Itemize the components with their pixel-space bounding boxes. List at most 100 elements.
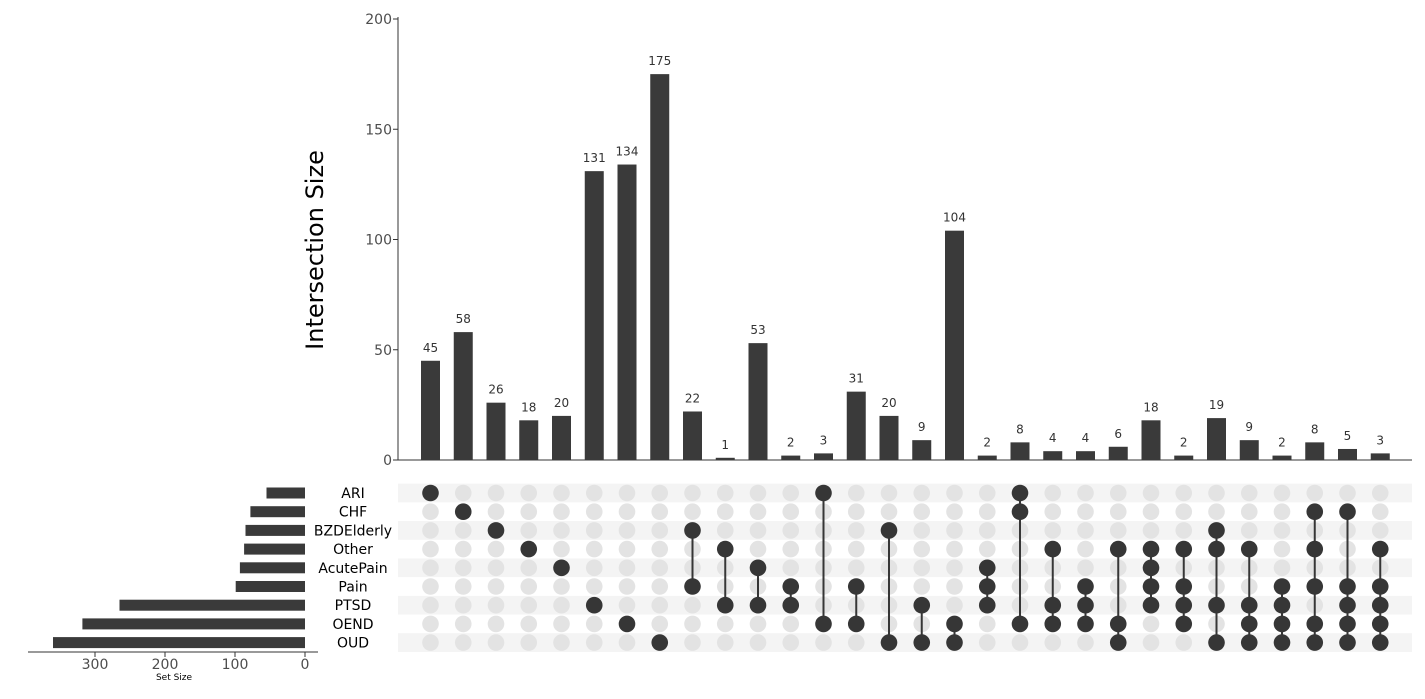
bar-value-label: 131 [583,151,606,165]
set-size-bar [244,543,305,555]
set-size-bar [53,637,305,649]
matrix-dot-inactive [618,559,636,577]
matrix-dot-active [454,503,472,520]
matrix-dot-inactive [1077,634,1094,651]
matrix-dot-active [1371,578,1389,595]
matrix-dot-inactive [1273,522,1291,539]
matrix-dot-inactive [946,596,963,614]
matrix-dot-inactive [487,540,505,558]
matrix-dot-inactive [422,522,439,539]
matrix-dot-inactive [1371,484,1389,502]
matrix-dot-inactive [1142,522,1160,539]
matrix-dot-inactive [1371,503,1389,520]
matrix-dot-active [1175,615,1193,633]
set-size-tick-label: 0 [301,657,310,673]
matrix-dot-active [1208,634,1225,651]
matrix-dot-inactive [454,522,472,539]
matrix-dot-inactive [684,484,701,502]
matrix-dot-inactive [422,559,439,577]
matrix-dot-active [487,522,505,539]
matrix-dot-active [1240,615,1258,633]
matrix-dot-inactive [553,503,570,520]
matrix-dot-active [1208,522,1225,539]
matrix-dot-active [1142,559,1160,577]
matrix-dot-inactive [487,503,505,520]
set-size-bars [53,487,306,649]
matrix-dot-inactive [946,503,963,520]
matrix-dot-inactive [553,522,570,539]
bar-value-label: 31 [849,372,864,386]
matrix-dot-inactive [585,540,603,558]
bar-value-label: 8 [1016,422,1024,436]
matrix-dot-inactive [716,503,734,520]
matrix-dot-inactive [1044,503,1062,520]
matrix-dot-inactive [1044,634,1062,651]
matrix-dot-active [716,596,734,614]
matrix-dot-inactive [454,540,472,558]
matrix-dot-inactive [880,484,898,502]
matrix-dot-active [1273,578,1291,595]
matrix-dot-inactive [1240,503,1258,520]
matrix-dot-active [1142,578,1160,595]
matrix-dot-active [782,596,800,614]
matrix-dot-active [1044,615,1062,633]
matrix-dot-active [1306,578,1324,595]
matrix-dot-active [913,596,931,614]
bar-value-label: 6 [1114,427,1122,441]
intersection-bar [650,74,670,460]
intersection-bar [879,415,899,460]
matrix-dot-inactive [422,540,439,558]
matrix-dot-inactive [847,522,865,539]
matrix-dot-active [716,540,734,558]
matrix-dot-inactive [422,615,439,633]
set-size-bar [245,524,305,536]
set-size-bar [235,581,305,592]
matrix-dot-inactive [618,596,636,614]
intersection-bar [1272,455,1292,460]
matrix-dot-inactive [946,578,963,595]
matrix-dot-active [1109,615,1127,633]
matrix-dot-active [782,578,800,595]
matrix-dot-active [1339,596,1356,614]
matrix-dot-inactive [782,559,800,577]
matrix-dot-inactive [487,615,505,633]
matrix-dot-inactive [651,484,669,502]
matrix-dot-active [978,559,996,577]
matrix-dot-inactive [618,522,636,539]
matrix-dot-inactive [1142,503,1160,520]
matrix-dot-inactive [487,634,505,651]
matrix-dot-inactive [782,503,800,520]
matrix-dot-inactive [946,559,963,577]
matrix-dot-active [1011,615,1029,633]
matrix-dot-inactive [618,484,636,502]
intersection-bar [519,420,539,460]
matrix-dot-active [1339,615,1356,633]
matrix-dot-inactive [1273,484,1291,502]
matrix-dot-inactive [454,634,472,651]
set-size-tick-label: 100 [222,657,249,673]
bar-value-label: 3 [1376,433,1384,447]
matrix-dot-active [1240,540,1258,558]
bar-value-label: 18 [521,400,536,414]
bar-value-label: 26 [488,383,503,397]
matrix-dot-inactive [946,540,963,558]
matrix-dot-active [1142,596,1160,614]
matrix-dot-inactive [716,615,734,633]
intersection-bar [1108,446,1128,460]
matrix-dot-inactive [1175,503,1193,520]
matrix-dot-inactive [684,615,701,633]
intersection-bar [846,391,866,460]
matrix-dot-active [1371,540,1389,558]
matrix-dot-inactive [749,484,767,502]
bar-value-label: 20 [554,396,569,410]
y-tick-label: 200 [365,12,392,28]
matrix-dot-inactive [684,596,701,614]
bar-value-label: 175 [648,54,671,68]
matrix-dot-inactive [978,484,996,502]
matrix-dot-active [1044,540,1062,558]
matrix-dot-inactive [454,615,472,633]
matrix-dot-inactive [1339,484,1356,502]
matrix-dot-inactive [913,540,931,558]
matrix-dot-active [1077,596,1094,614]
